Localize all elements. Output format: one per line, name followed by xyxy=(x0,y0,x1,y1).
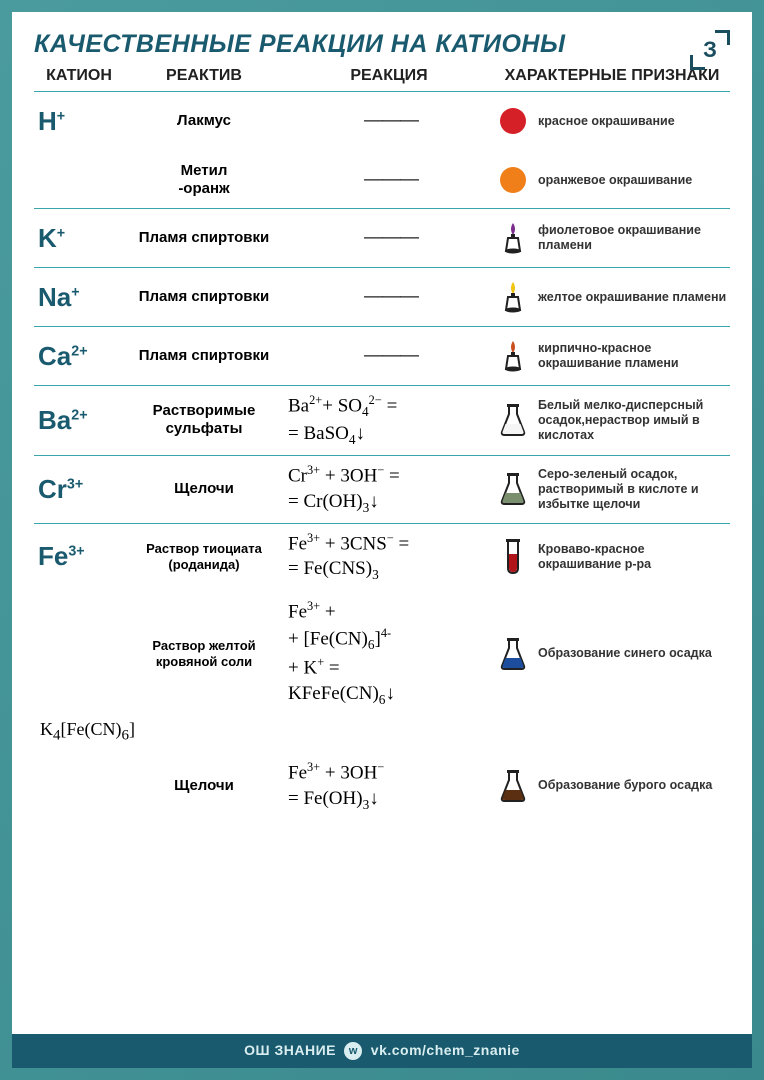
trait-text: желтое окрашивание пламени xyxy=(532,290,730,305)
footer-link: vk.com/chem_znanie xyxy=(371,1042,520,1058)
table-row: Ca2+Пламя спиртовки——— кирпично-красное … xyxy=(34,327,730,385)
trait-text: Белый мелко-дисперсный осадок,нераствор … xyxy=(532,398,730,443)
flask-icon xyxy=(494,471,532,507)
trait-text: фиолетовое окрашивание пламени xyxy=(532,223,730,253)
trait-text: Образование бурого осадка xyxy=(532,778,730,793)
tube-icon xyxy=(494,538,532,576)
cation-symbol: Cr3+ xyxy=(34,474,124,505)
cation-group: Ca2+Пламя спиртовки——— кирпично-красное … xyxy=(34,326,730,385)
col-cation: КАТИОН xyxy=(34,67,124,85)
reaction-text: ——— xyxy=(284,108,494,134)
cation-group: Na+Пламя спиртовки——— желтое окрашивание… xyxy=(34,267,730,326)
reaction-text: Fe3+ + 3OH−= Fe(OH)3↓ xyxy=(284,759,494,814)
vk-icon: w xyxy=(344,1042,362,1060)
cation-symbol: Na+ xyxy=(34,282,124,313)
table-row: ЩелочиFe3+ + 3OH−= Fe(OH)3↓ Образование … xyxy=(34,751,730,820)
table-row: Cr3+ЩелочиCr3+ + 3OH− == Cr(OH)3↓ Серо-з… xyxy=(34,456,730,523)
cation-symbol: Fe3+ xyxy=(34,541,124,572)
table-body: H+Лакмус———красное окрашиваниеМетил-оран… xyxy=(34,91,730,1034)
lamp-icon xyxy=(494,221,532,255)
trait-text: Образование синего осадка xyxy=(532,646,730,661)
cation-group: Ba2+Растворимые сульфатыBa2++ SO42− == B… xyxy=(34,385,730,455)
reaction-text: Fe3+ ++ [Fe(CN)6]4-+ K+ =KFeFe(CN)6↓ xyxy=(284,598,494,709)
reagent-text: Щелочи xyxy=(124,480,284,498)
cation-group: K+Пламя спиртовки——— фиолетовое окрашива… xyxy=(34,208,730,267)
flask-icon xyxy=(494,402,532,438)
footer-school: ОШ ЗНАНИЕ xyxy=(244,1042,336,1058)
reaction-text: Fe3+ + 3CNS− == Fe(CNS)3 xyxy=(284,530,494,585)
logo-corner: З xyxy=(690,30,730,70)
col-reagent: РЕАКТИВ xyxy=(124,67,284,85)
cation-symbol: H+ xyxy=(34,106,124,137)
lamp-icon xyxy=(494,280,532,314)
reaction-text: ——— xyxy=(284,284,494,310)
table-row: Метил-оранж——— оранжевое окрашивание xyxy=(34,150,730,208)
page-title: КАЧЕСТВЕННЫЕ РЕАКЦИИ НА КАТИОНЫ xyxy=(34,30,730,59)
table-row: Ba2+Растворимые сульфатыBa2++ SO42− == B… xyxy=(34,386,730,455)
flask-icon xyxy=(494,768,532,804)
reaction-text: ——— xyxy=(284,343,494,369)
trait-text: Серо-зеленый осадок, растворимый в кисло… xyxy=(532,467,730,512)
reaction-text: Ba2++ SO42− == BaSO4↓ xyxy=(284,392,494,449)
table-row: K+Пламя спиртовки——— фиолетовое окрашива… xyxy=(34,209,730,267)
table-row: Na+Пламя спиртовки——— желтое окрашивание… xyxy=(34,268,730,326)
cation-symbol: Ba2+ xyxy=(34,405,124,436)
table-row: Fe3+Раствор тиоциата (роданида)Fe3+ + 3C… xyxy=(34,524,730,591)
cation-group: Fe3+Раствор тиоциата (роданида)Fe3+ + 3C… xyxy=(34,523,730,820)
card: З КАЧЕСТВЕННЫЕ РЕАКЦИИ НА КАТИОНЫ КАТИОН… xyxy=(12,12,752,1068)
reagent-text: Раствор тиоциата (роданида) xyxy=(124,541,284,572)
reagent-text: Пламя спиртовки xyxy=(124,229,284,247)
reagent-text: Растворимые сульфаты xyxy=(124,402,284,438)
reaction-text: ——— xyxy=(284,225,494,251)
cation-symbol: K+ xyxy=(34,223,124,254)
table-row: Раствор желтой кровяной солиFe3+ ++ [Fe(… xyxy=(34,590,730,715)
reagent-text: Щелочи xyxy=(124,777,284,795)
circle-icon xyxy=(494,108,532,134)
lamp-icon xyxy=(494,339,532,373)
table-header: КАТИОН РЕАКТИВ РЕАКЦИЯ ХАРАКТЕРНЫЕ ПРИЗН… xyxy=(34,65,730,91)
reaction-text: ——— xyxy=(284,167,494,193)
footer: ОШ ЗНАНИЕ w vk.com/chem_znanie xyxy=(12,1034,752,1068)
cation-group: Cr3+ЩелочиCr3+ + 3OH− == Cr(OH)3↓ Серо-з… xyxy=(34,455,730,523)
trait-text: кирпично-красное окрашивание пламени xyxy=(532,341,730,371)
cation-group: H+Лакмус———красное окрашиваниеМетил-оран… xyxy=(34,91,730,208)
flask-icon xyxy=(494,636,532,672)
reagent-text: Пламя спиртовки xyxy=(124,347,284,365)
extra-formula: K4[Fe(CN)6] xyxy=(34,715,284,745)
reagent-text: Метил-оранж xyxy=(124,162,284,198)
trait-text: оранжевое окрашивание xyxy=(532,173,730,188)
reaction-text: Cr3+ + 3OH− == Cr(OH)3↓ xyxy=(284,462,494,517)
circle-icon xyxy=(494,167,532,193)
table-row: H+Лакмус——— красное окрашивание xyxy=(34,92,730,150)
reagent-text: Пламя спиртовки xyxy=(124,288,284,306)
trait-text: красное окрашивание xyxy=(532,114,730,129)
reagent-text: Раствор желтой кровяной соли xyxy=(124,638,284,669)
col-reaction: РЕАКЦИЯ xyxy=(284,67,494,85)
cation-symbol: Ca2+ xyxy=(34,341,124,372)
reagent-text: Лакмус xyxy=(124,112,284,130)
trait-text: Кроваво-красное окрашивание р-ра xyxy=(532,542,730,572)
